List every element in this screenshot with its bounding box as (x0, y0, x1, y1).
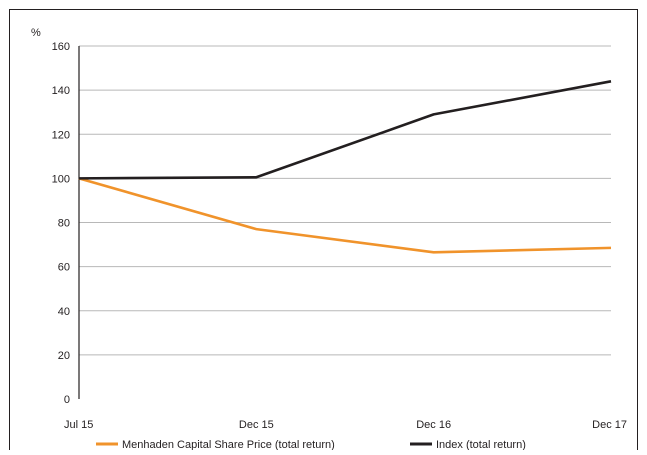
x-tick-label: Jul 15 (64, 419, 93, 431)
y-tick-label: 80 (58, 218, 70, 230)
series-line-index (79, 81, 611, 178)
x-tick-label: Dec 16 (416, 419, 451, 431)
chart-border (10, 10, 638, 451)
y-tick-label: 0 (64, 394, 70, 406)
x-tick-label: Dec 15 (239, 419, 274, 431)
series-line-share-price (79, 178, 611, 252)
y-tick-label: 60 (58, 262, 70, 274)
y-tick-label: 120 (52, 129, 70, 141)
y-tick-label: 100 (52, 173, 70, 185)
y-tick-label: 160 (52, 41, 70, 53)
legend-label: Index (total return) (436, 439, 526, 450)
x-tick-label: Dec 17 (592, 419, 627, 431)
y-tick-label: 40 (58, 306, 70, 318)
y-axis-unit-label: % (31, 27, 41, 39)
legend-label: Menhaden Capital Share Price (total retu… (122, 439, 335, 450)
y-tick-label: 20 (58, 350, 70, 362)
y-tick-label: 140 (52, 85, 70, 97)
